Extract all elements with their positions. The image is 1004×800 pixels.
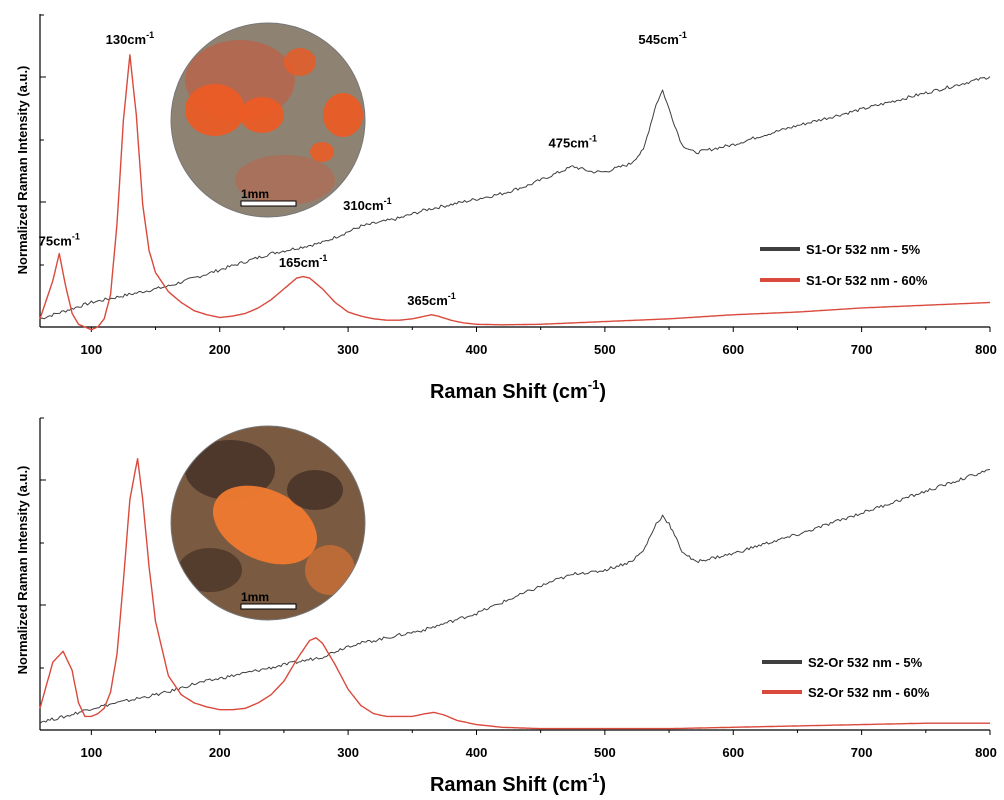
x-axis-label-bottom: Raman Shift (cm-1) xyxy=(430,770,606,796)
scale-bar xyxy=(240,603,297,610)
peak-label: 475cm-1 xyxy=(549,133,598,150)
x-tick-label: 200 xyxy=(209,342,231,357)
legend-label: S2-Or 532 nm - 60% xyxy=(808,685,930,700)
series-line-high-power xyxy=(39,54,991,331)
x-tick-label: 300 xyxy=(337,745,359,760)
micrograph-patch xyxy=(310,142,334,162)
sample-micrograph-bottom: 1mm xyxy=(170,425,366,621)
x-tick-label: 500 xyxy=(594,745,616,760)
series-group-bottom xyxy=(39,458,991,730)
legend-label: S1-Or 532 nm - 5% xyxy=(806,242,921,257)
micrograph-patch xyxy=(178,548,242,592)
x-tick-label: 700 xyxy=(851,342,873,357)
chart-panel-top: 100 200 300 400 500 600 700 800 75cm-1 130cm-1 16… xyxy=(15,14,997,403)
series-line-high-power xyxy=(39,458,990,730)
legend-label: S1-Or 532 nm - 60% xyxy=(806,273,928,288)
series-line-low-power xyxy=(39,76,991,320)
x-tick-label: 400 xyxy=(466,745,488,760)
x-tick-label: 500 xyxy=(594,342,616,357)
x-tick-label: 300 xyxy=(337,342,359,357)
legend-bottom: S2-Or 532 nm - 5% S2-Or 532 nm - 60% xyxy=(762,655,930,700)
x-tick-label: 600 xyxy=(722,745,744,760)
peak-label: 130cm-1 xyxy=(106,30,155,47)
micrograph-patch xyxy=(240,97,284,133)
x-tick-label: 100 xyxy=(80,342,102,357)
peak-label: 310cm-1 xyxy=(343,196,392,213)
x-tick-label: 800 xyxy=(975,745,997,760)
y-axis-label-bottom: Normalized Raman Intensity (a.u.) xyxy=(15,466,30,675)
y-ticks-bottom xyxy=(40,417,46,669)
legend-label: S2-Or 532 nm - 5% xyxy=(808,655,923,670)
micrograph-patch xyxy=(185,440,275,500)
x-tick-label: 200 xyxy=(209,745,231,760)
chart-panel-bottom: 100 200 300 400 500 600 700 800 Normalized Rama… xyxy=(15,417,997,796)
micrograph-patch xyxy=(287,470,343,510)
x-ticks-bottom: 100 200 300 400 500 600 700 800 xyxy=(80,730,997,760)
series-group-top xyxy=(39,54,991,331)
micrograph-patch xyxy=(284,48,316,76)
x-tick-label: 600 xyxy=(722,342,744,357)
x-tick-label: 400 xyxy=(466,342,488,357)
scale-bar-label: 1mm xyxy=(241,187,269,201)
peak-label: 365cm-1 xyxy=(407,291,456,308)
x-axis-label-top: Raman Shift (cm-1) xyxy=(430,377,606,403)
legend-top: S1-Or 532 nm - 5% S1-Or 532 nm - 60% xyxy=(760,242,928,288)
peak-label: 165cm-1 xyxy=(279,253,328,270)
scale-bar xyxy=(240,200,297,207)
micrograph-patch xyxy=(305,545,355,595)
y-axis-label-top: Normalized Raman Intensity (a.u.) xyxy=(15,66,30,275)
peak-label: 545cm-1 xyxy=(638,30,687,47)
micrograph-patch xyxy=(235,155,335,205)
scale-bar-label: 1mm xyxy=(241,590,269,604)
micrograph-patch xyxy=(185,84,245,136)
sample-micrograph-top: 1mm xyxy=(170,22,366,218)
x-tick-label: 800 xyxy=(975,342,997,357)
peak-label: 75cm-1 xyxy=(39,231,80,248)
y-ticks-top xyxy=(40,14,46,266)
micrograph-patch xyxy=(213,485,317,565)
x-ticks-top: 100 200 300 400 500 600 700 800 xyxy=(80,327,997,357)
x-tick-label: 700 xyxy=(851,745,873,760)
series-line-low-power xyxy=(39,469,991,724)
x-tick-label: 100 xyxy=(80,745,102,760)
micrograph-patch xyxy=(323,93,363,137)
peak-labels-top: 75cm-1 130cm-1 165cm-1 310cm-1 365cm-1 475cm-… xyxy=(39,30,687,308)
